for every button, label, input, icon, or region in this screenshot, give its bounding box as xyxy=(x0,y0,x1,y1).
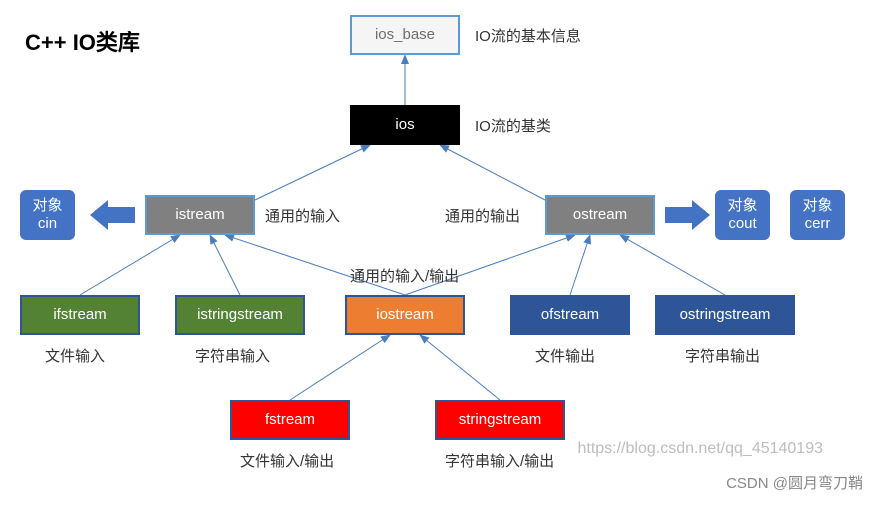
node-cout: 对象 cout xyxy=(715,190,770,240)
label-ifstream_desc: 文件输入 xyxy=(45,345,105,366)
edge-9 xyxy=(290,335,390,400)
attribution-text: CSDN @圆月弯刀鞘 xyxy=(726,472,863,493)
label-ofstream_desc: 文件输出 xyxy=(535,345,595,366)
label-ostream_desc: 通用的输出 xyxy=(445,205,520,226)
edge-1 xyxy=(255,145,370,200)
label-istream_desc: 通用的输入 xyxy=(265,205,340,226)
edge-10 xyxy=(420,335,500,400)
edge-8 xyxy=(620,235,725,295)
label-iostream_desc: 通用的输入/输出 xyxy=(350,265,459,286)
node-ifstream: ifstream xyxy=(20,295,140,335)
node-istream: istream xyxy=(145,195,255,235)
block-arrow-left xyxy=(90,200,135,235)
label-ios_desc: IO流的基类 xyxy=(475,115,551,136)
edge-3 xyxy=(80,235,180,295)
label-ios_base_desc: IO流的基本信息 xyxy=(475,25,581,46)
label-fstream_desc: 文件输入/输出 xyxy=(240,450,334,471)
node-ios_base: ios_base xyxy=(350,15,460,55)
label-ostrstr_desc: 字符串输出 xyxy=(685,345,760,366)
node-iostream: iostream xyxy=(345,295,465,335)
page-title: C++ IO类库 xyxy=(25,25,140,57)
block-arrow-right xyxy=(665,200,710,235)
node-stringstream: stringstream xyxy=(435,400,565,440)
watermark-text: https://blog.csdn.net/qq_45140193 xyxy=(577,440,823,458)
node-ostringstream: ostringstream xyxy=(655,295,795,335)
node-istringstream: istringstream xyxy=(175,295,305,335)
edge-4 xyxy=(210,235,240,295)
node-ofstream: ofstream xyxy=(510,295,630,335)
edge-7 xyxy=(570,235,590,295)
node-ios: ios xyxy=(350,105,460,145)
label-strstr_desc: 字符串输入/输出 xyxy=(445,450,554,471)
label-istrstr_desc: 字符串输入 xyxy=(195,345,270,366)
node-fstream: fstream xyxy=(230,400,350,440)
node-ostream: ostream xyxy=(545,195,655,235)
edge-2 xyxy=(440,145,545,200)
node-cerr: 对象 cerr xyxy=(790,190,845,240)
node-cin: 对象 cin xyxy=(20,190,75,240)
